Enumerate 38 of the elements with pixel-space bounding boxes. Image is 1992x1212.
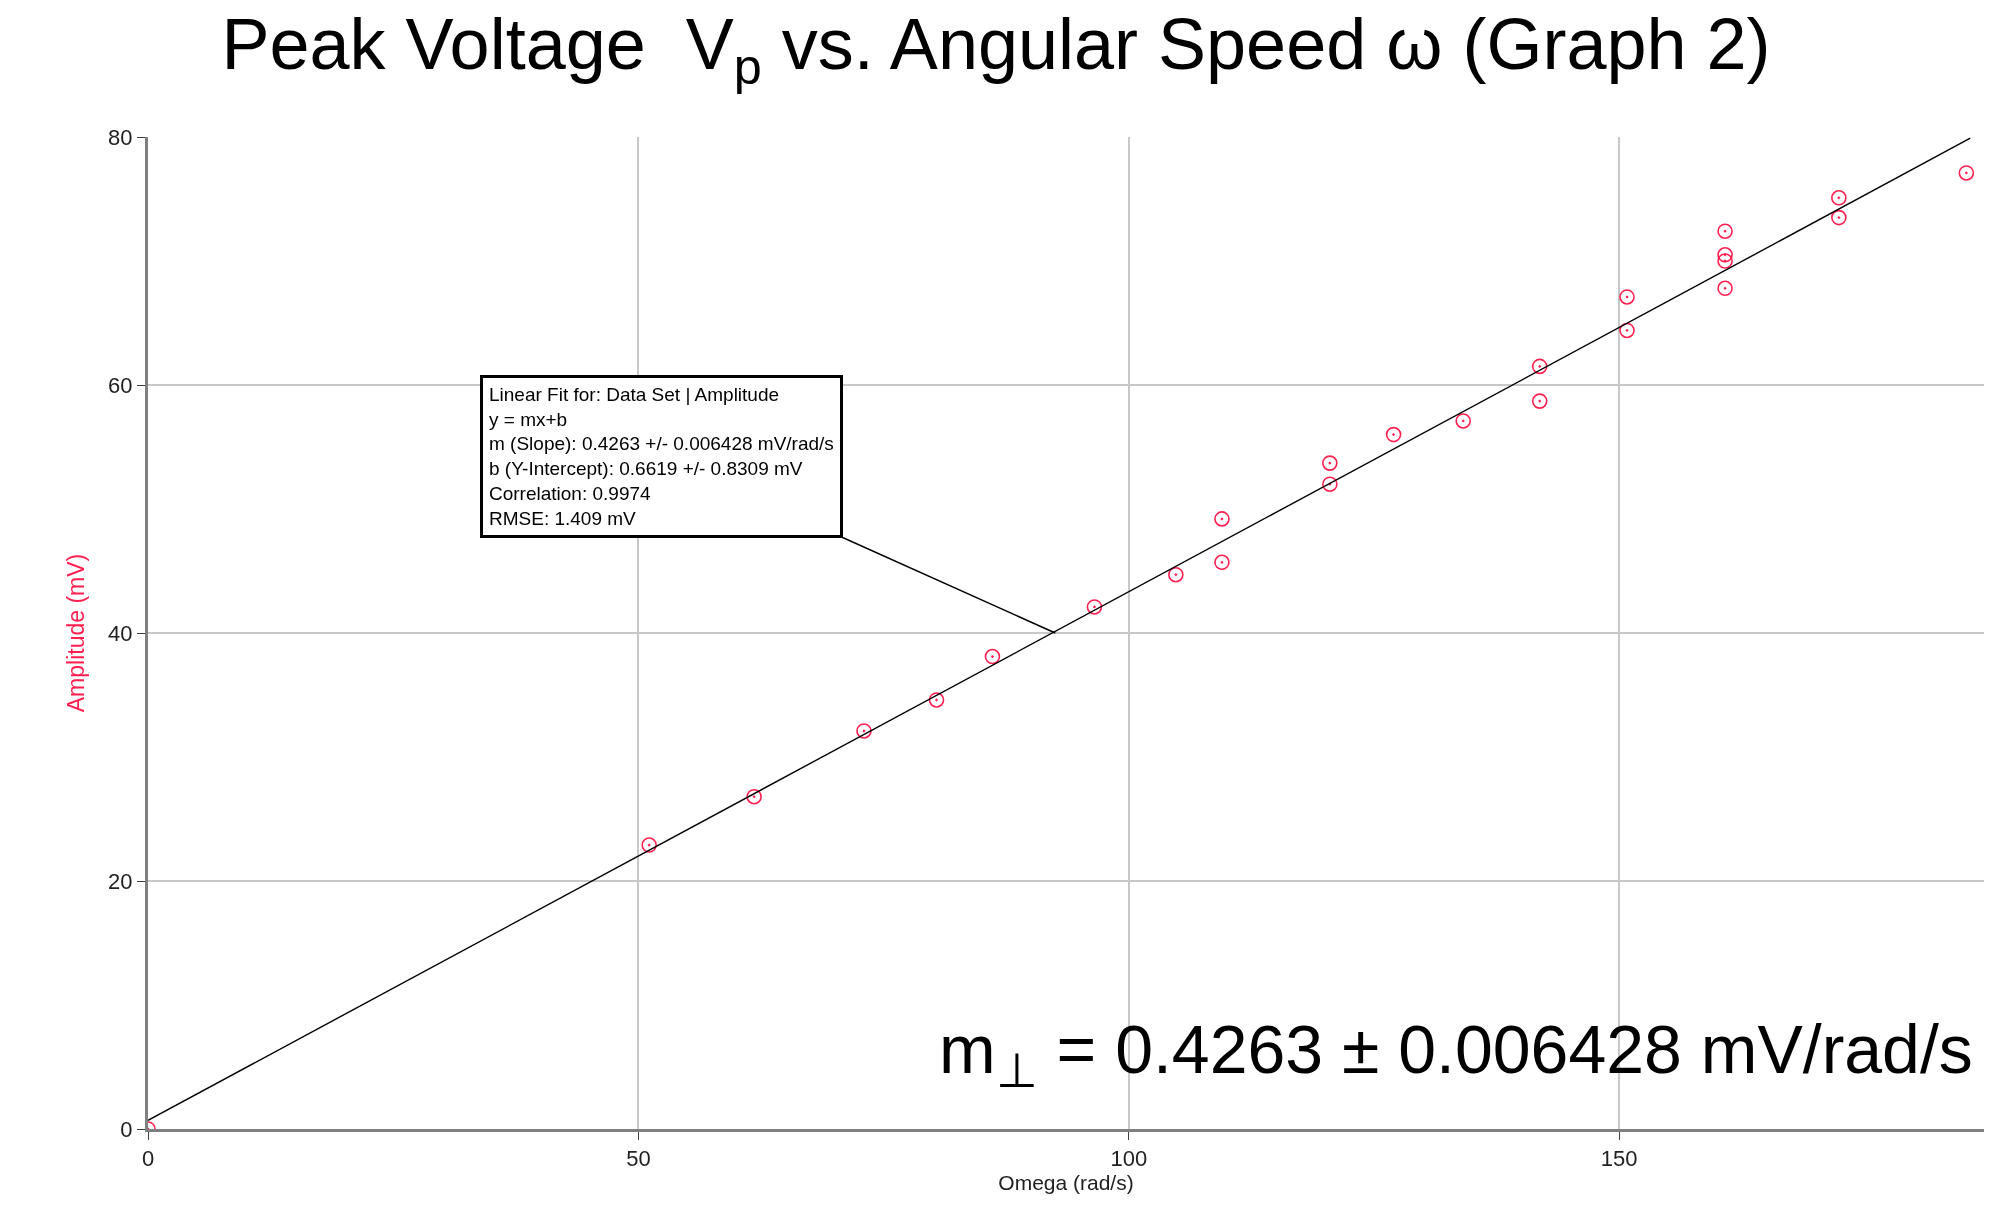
x-tick-label: 150: [1600, 1146, 1638, 1172]
point: [1619, 322, 1635, 339]
point: [1086, 599, 1103, 615]
point: [1455, 413, 1472, 429]
x-axis-title: Omega (rad/s): [998, 1171, 1134, 1195]
point: [928, 692, 945, 708]
point: [1619, 289, 1635, 305]
annotation: m$_{⊥}$ = 0.4263 ± 0.006428 mV/rad/s: [939, 1011, 1973, 1098]
point: [1168, 566, 1184, 583]
point: [1831, 189, 1847, 206]
y-tick-label: 40: [108, 620, 133, 646]
point: [984, 648, 1001, 665]
annotation: Linear Fit for: Data Set | Amplitude y = mx+b m (Slope): 0.4263 +/- 0.006428 mV/rad/s b (Y-Intercept): 0.6619 +/- 0.8309 mV Correlation: 0.9974 RMSE: 1.409 mV: [489, 384, 834, 529]
point: [1385, 426, 1402, 443]
point: [1322, 476, 1338, 492]
point: [1531, 358, 1548, 375]
point: [1717, 280, 1733, 297]
y-tick-label: 0: [120, 1116, 133, 1142]
point: [1214, 511, 1230, 527]
point: [1958, 165, 1975, 181]
chart-title: Peak Voltage V$_{p}$ vs. Angular Speed ω (Graph 2): [221, 3, 1771, 95]
point: [1531, 393, 1548, 409]
point: [1717, 223, 1733, 240]
x-tick-label: 0: [141, 1146, 155, 1172]
point: [1717, 247, 1733, 263]
point: [1214, 554, 1230, 571]
point: [1831, 209, 1847, 226]
point: [856, 723, 872, 739]
point: [1322, 455, 1338, 471]
y-tick-label: 20: [108, 868, 133, 894]
x-tick-label: 50: [626, 1146, 651, 1172]
y-tick-label: 60: [108, 372, 133, 398]
y-axis-title: Amplitude (mV): [62, 553, 89, 713]
point: [1717, 253, 1733, 269]
x-tick-label: 100: [1110, 1146, 1148, 1172]
point: [746, 788, 762, 805]
y-tick-label: 80: [108, 124, 133, 150]
point: [641, 837, 657, 853]
